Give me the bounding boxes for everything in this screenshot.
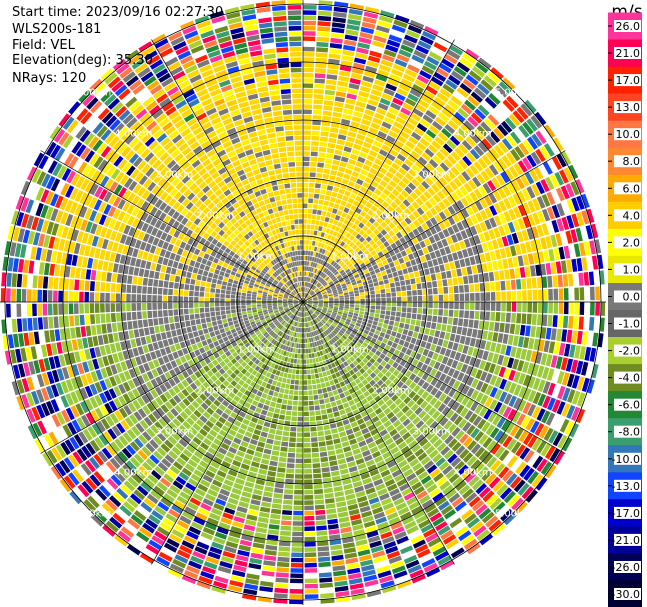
- colorbar-tick-label: 21.0: [616, 47, 641, 60]
- colorbar-tick-label: -1.0: [619, 318, 640, 331]
- colorbar-tick-label: -13.0: [612, 480, 640, 493]
- colorbar-tick-label: -6.0: [619, 399, 640, 412]
- range-ring-label: 3.00km: [413, 169, 451, 180]
- colorbar-tick-label: 13.0: [616, 101, 641, 114]
- velocity-gate-group: [10, 11, 606, 604]
- colorbar-tick-label: 6.0: [623, 182, 641, 195]
- azimuth-lines: [0, 0, 606, 605]
- range-ring-label: 4.00km: [454, 128, 492, 139]
- azimuth-line: [302, 301, 455, 565]
- colorbar-tick-label: -30.0: [612, 588, 640, 601]
- velocity-gate-group: [12, 10, 604, 605]
- range-ring-label: 1.00km: [331, 345, 369, 356]
- colorbar-tick-label: 0.0: [623, 291, 641, 304]
- azimuth-line: [302, 150, 566, 303]
- colorbar-tick-label: 8.0: [623, 155, 641, 168]
- azimuth-line: [302, 301, 566, 454]
- range-ring-label: 2.00km: [372, 210, 410, 221]
- range-ring-label: 2.00km: [196, 386, 234, 397]
- azimuth-line: [40, 301, 304, 454]
- colorbar-tick-label: -26.0: [612, 561, 640, 574]
- velocity-gate-group: [48, 302, 559, 556]
- colorbar-tick-label: 1.0: [623, 263, 641, 276]
- range-ring-label: 5.00km: [73, 509, 111, 520]
- range-ring-label: 3.00km: [413, 427, 451, 438]
- range-ring-label: 4.00km: [114, 128, 152, 139]
- colorbar-tick-label: 17.0: [616, 74, 641, 87]
- range-ring-label: 2.00km: [196, 210, 234, 221]
- colorbar-tick-label: 26.0: [616, 20, 641, 33]
- azimuth-line: [40, 150, 304, 303]
- range-ring-label: 5.00km: [73, 87, 111, 98]
- azimuth-line: [151, 301, 304, 565]
- range-ring-label: 3.00km: [155, 169, 193, 180]
- range-ring-label: 4.00km: [454, 468, 492, 479]
- range-ring-label: 5.00km: [495, 87, 533, 98]
- colorbar-tick-label: 4.0: [623, 209, 641, 222]
- start-time-text: Start time: 2023/09/16 02:27:30: [12, 5, 224, 20]
- range-ring-label: 2.00km: [372, 386, 410, 397]
- range-ring-label: 3.00km: [155, 427, 193, 438]
- colorbar-tick-label: 2.0: [623, 236, 641, 249]
- colorbar-tick-label: -2.0: [619, 345, 640, 358]
- range-ring-label: 4.00km: [114, 468, 152, 479]
- colorbar-tick-label: 10.0: [616, 128, 641, 141]
- elevation-text: Elevation(deg): 35.30: [12, 53, 153, 68]
- azimuth-line: [151, 39, 304, 303]
- colorbar-tick-label: -8.0: [619, 426, 640, 439]
- instrument-text: WLS200s-181: [12, 22, 102, 37]
- range-ring-label: 5.00km: [495, 509, 533, 520]
- colorbar-tick-label: -4.0: [619, 372, 640, 385]
- range-ring-label: 1.00km: [331, 251, 369, 262]
- velocity-gate-group: [9, 10, 602, 599]
- colorbar-tick-label: -10.0: [612, 453, 640, 466]
- field-text: Field: VEL: [12, 38, 75, 53]
- azimuth-line: [302, 39, 455, 303]
- velocity-gate-group: [50, 52, 548, 302]
- range-ring-label: 1.00km: [237, 251, 275, 262]
- range-ring-label: 1.00km: [237, 345, 275, 356]
- nrays-text: NRays: 120: [12, 71, 87, 86]
- colorbar-tick-label: -21.0: [612, 534, 640, 547]
- colorbar-tick-label: -17.0: [612, 507, 640, 520]
- range-labels: 1.00km 1.00km 1.00km 1.00km 2.00km 2.00km 2.00…: [73, 87, 532, 519]
